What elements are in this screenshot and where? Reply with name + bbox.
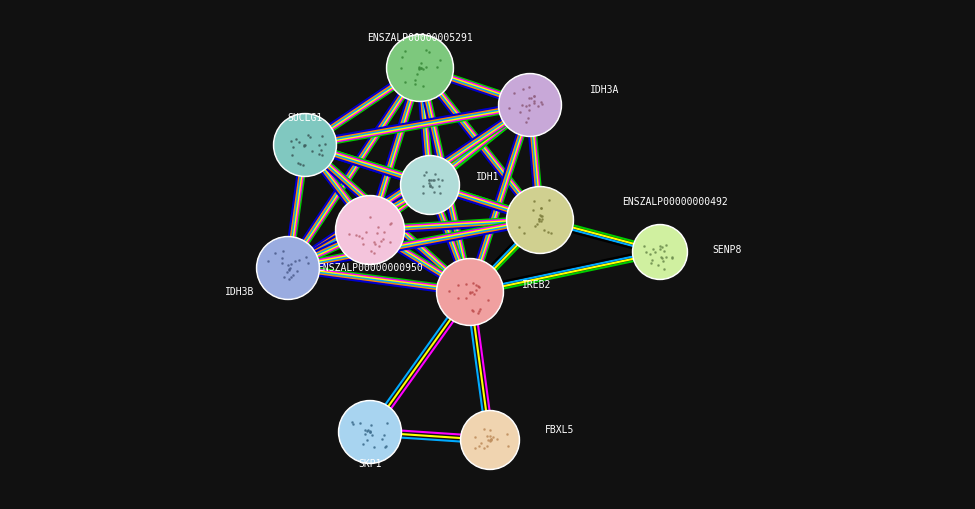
Circle shape [437,259,503,325]
Circle shape [388,36,452,100]
Text: IDH3A: IDH3A [590,85,619,95]
Circle shape [256,237,320,299]
Text: IDH3B: IDH3B [225,287,254,297]
Text: SKP1: SKP1 [358,459,382,469]
Circle shape [338,401,402,464]
Circle shape [402,157,458,213]
Text: ENSZALP00000000492: ENSZALP00000000492 [622,197,727,207]
Circle shape [498,73,562,136]
Circle shape [401,156,459,214]
Circle shape [462,412,518,468]
Circle shape [258,238,318,298]
Circle shape [460,410,520,469]
Text: SENP8: SENP8 [712,245,741,255]
Circle shape [508,188,572,252]
Circle shape [275,115,335,175]
Text: IREB2: IREB2 [522,280,552,290]
Circle shape [506,186,573,253]
Circle shape [335,195,405,265]
Text: ENSZALP00000000950: ENSZALP00000000950 [317,263,423,273]
Circle shape [274,114,336,177]
Circle shape [634,226,686,278]
Circle shape [340,402,400,462]
Circle shape [633,224,687,279]
Circle shape [386,35,453,101]
Text: IDH1: IDH1 [476,172,499,182]
Text: SUCLG1: SUCLG1 [288,113,323,123]
Text: ENSZALP00000005291: ENSZALP00000005291 [368,33,473,43]
Text: FBXL5: FBXL5 [545,425,574,435]
Circle shape [337,197,403,263]
Circle shape [438,260,502,324]
Circle shape [500,75,560,135]
